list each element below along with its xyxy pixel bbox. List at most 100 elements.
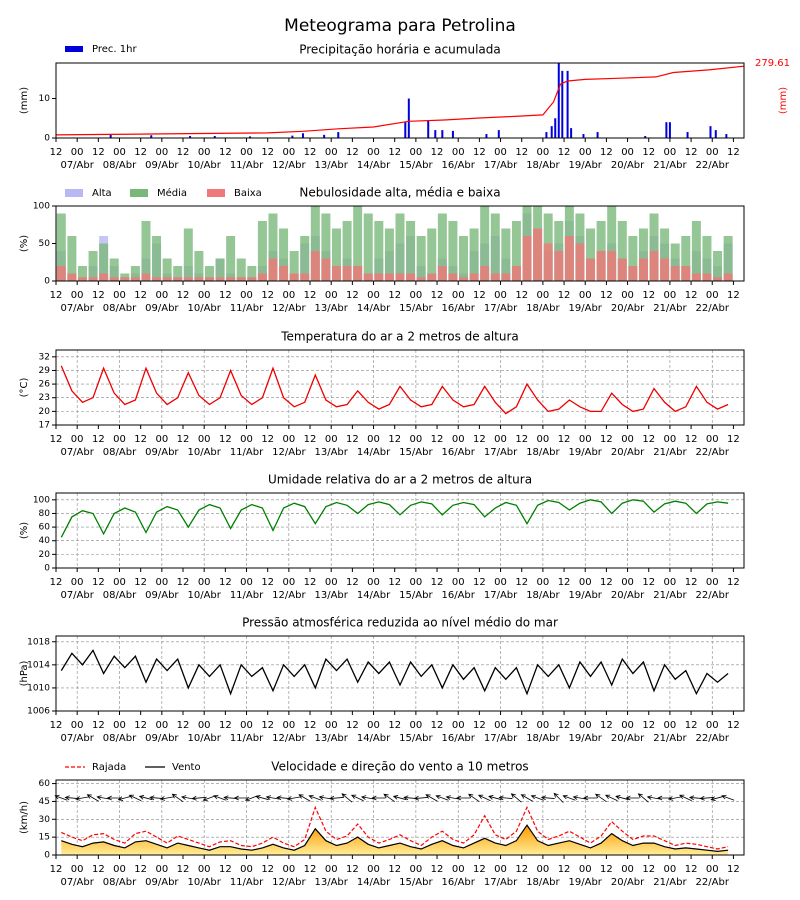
y-tick-label: 45: [39, 797, 50, 807]
cloud-bar: [331, 228, 341, 281]
x-tick-label: 00: [282, 290, 295, 301]
panel-title: Temperatura do ar a 2 metros de altura: [280, 330, 519, 344]
wind-arrow: [583, 795, 598, 801]
cloud-bar: [300, 236, 310, 281]
cloud-bar: [268, 213, 278, 281]
y-tick-label: 30: [39, 815, 51, 825]
cloud-bar: [628, 236, 638, 281]
cloud-bar: [607, 251, 617, 281]
x-tick-label: 00: [621, 434, 634, 445]
date-label: 13/Abr: [314, 590, 348, 601]
cloud-bar: [109, 277, 119, 281]
wind-arrow: [106, 795, 121, 801]
x-tick-label: 00: [71, 147, 84, 158]
x-tick-label: 00: [240, 864, 253, 875]
precip-bar: [427, 120, 430, 138]
x-tick-label: 00: [664, 720, 677, 731]
x-tick-label: 00: [494, 147, 507, 158]
x-tick-label: 12: [261, 147, 274, 158]
date-label: 11/Abr: [230, 303, 264, 314]
wind-arrow: [572, 795, 587, 800]
cloud-bar: [109, 258, 119, 281]
cloud-bar: [522, 236, 532, 281]
x-tick-label: 12: [558, 720, 571, 731]
cloud-bar: [363, 213, 373, 281]
cloud-bar: [395, 213, 405, 281]
legend-swatch: [130, 189, 148, 197]
plot-frame: [55, 205, 745, 282]
date-label: 08/Abr: [103, 877, 137, 888]
x-tick-label: 12: [346, 147, 359, 158]
precip-bar: [570, 128, 573, 138]
x-tick-label: 00: [706, 720, 719, 731]
x-tick-label: 00: [579, 147, 592, 158]
y-tick-label: 1014: [27, 660, 50, 670]
legend-label: Alta: [92, 188, 112, 199]
y2-axis-label: (mm): [778, 87, 789, 114]
cloud-bar: [660, 228, 670, 281]
date-label: 19/Abr: [569, 590, 603, 601]
x-tick-label: 00: [155, 290, 168, 301]
date-label: 12/Abr: [272, 447, 306, 458]
date-label: 20/Abr: [611, 590, 645, 601]
date-label: 10/Abr: [187, 303, 221, 314]
date-label: 12/Abr: [272, 877, 306, 888]
date-label: 12/Abr: [272, 303, 306, 314]
date-label: 21/Abr: [653, 733, 687, 744]
line: [60, 365, 729, 415]
date-label: 18/Abr: [526, 447, 560, 458]
x-tick-label: 12: [177, 147, 190, 158]
x-tick-label: 12: [388, 434, 401, 445]
date-label: 16/Abr: [442, 590, 476, 601]
date-label: 16/Abr: [442, 447, 476, 458]
date-label: 17/Abr: [484, 590, 518, 601]
legend-swatch: [65, 46, 83, 52]
plot-frame: [55, 62, 745, 139]
cloud-bar: [236, 277, 246, 281]
precip-bar: [550, 126, 553, 138]
cloud-bar: [437, 213, 447, 281]
wind-arrow: [149, 795, 164, 801]
x-tick-label: 12: [642, 577, 655, 588]
cloud-bar: [226, 277, 236, 281]
wind-arrow: [191, 795, 206, 801]
cloud-bar: [183, 277, 193, 281]
date-label: 18/Abr: [526, 877, 560, 888]
date-label: 10/Abr: [187, 590, 221, 601]
x-tick-label: 00: [537, 147, 550, 158]
date-label: 17/Abr: [484, 733, 518, 744]
x-tick-label: 00: [706, 577, 719, 588]
wind-area: [61, 825, 729, 855]
x-tick-label: 12: [727, 434, 740, 445]
x-tick-label: 12: [558, 864, 571, 875]
x-tick-label: 00: [410, 434, 423, 445]
date-label: 07/Abr: [60, 590, 94, 601]
x-tick-label: 00: [282, 864, 295, 875]
wind-arrow: [667, 796, 682, 801]
precip-bar: [725, 134, 728, 138]
panel-title: Nebulosidade alta, média e baixa: [299, 186, 500, 200]
date-label: 13/Abr: [314, 160, 348, 171]
date-label: 09/Abr: [145, 303, 179, 314]
cloud-bar: [406, 221, 416, 281]
x-tick-label: 00: [706, 147, 719, 158]
panel-title: Pressão atmosférica reduzida ao nível mé…: [242, 616, 558, 630]
y-tick-label: 60: [39, 779, 51, 789]
date-label: 17/Abr: [484, 160, 518, 171]
x-tick-label: 00: [452, 864, 465, 875]
x-tick-label: 00: [579, 864, 592, 875]
x-tick-label: 00: [155, 720, 168, 731]
x-tick-label: 00: [113, 864, 126, 875]
x-tick-label: 12: [219, 434, 232, 445]
cloud-bar: [99, 273, 109, 281]
cloud-bar: [459, 236, 469, 281]
wind-arrow: [637, 793, 649, 803]
x-tick-label: 12: [685, 290, 698, 301]
precip-bar: [451, 130, 454, 138]
legend-swatch: [207, 189, 225, 197]
x-tick-label: 12: [685, 577, 698, 588]
x-tick-label: 12: [92, 720, 105, 731]
cloud-bar: [279, 266, 289, 281]
y-axis-label: (%): [19, 235, 30, 252]
y-axis-label: (°C): [19, 378, 30, 398]
